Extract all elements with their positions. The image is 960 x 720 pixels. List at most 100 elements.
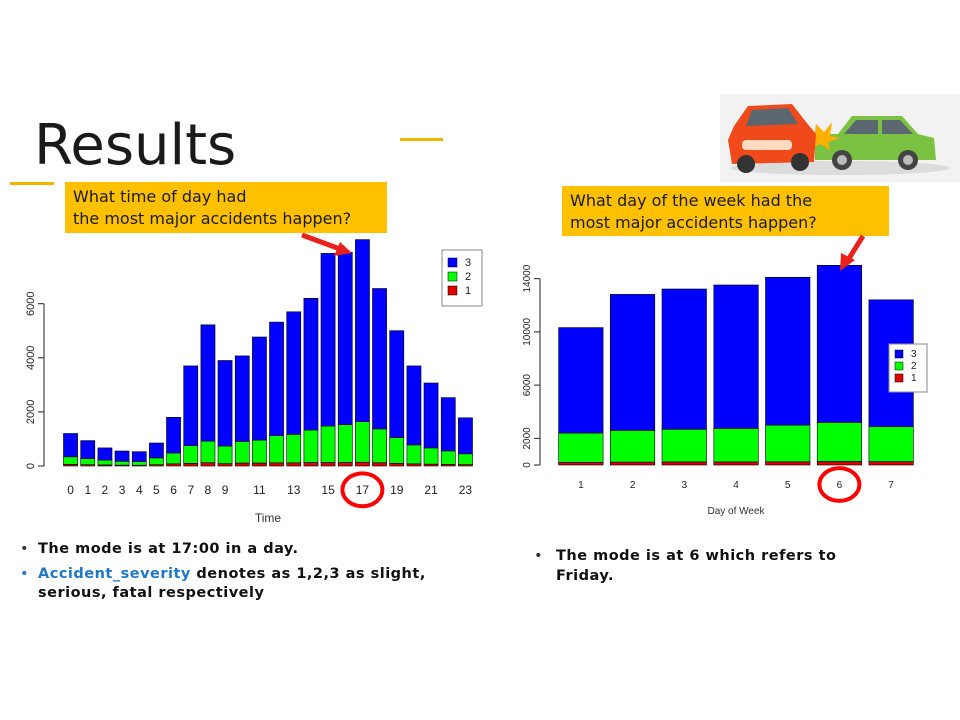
slide-title: Results bbox=[34, 113, 237, 178]
severity-keyword: Accident_severity bbox=[38, 566, 191, 582]
x-tick-label-13: 13 bbox=[287, 483, 301, 497]
legend-label-3: 3 bbox=[465, 257, 471, 269]
bar-segment-15-sev2 bbox=[320, 425, 336, 463]
x-tick-label-4: 4 bbox=[136, 483, 143, 497]
bar-segment-9-sev2 bbox=[217, 445, 233, 464]
bar-segment-2-sev3 bbox=[97, 447, 113, 461]
callout-day-line2: most major accidents happen? bbox=[570, 213, 817, 232]
bar-segment-1-sev3 bbox=[80, 440, 96, 460]
bar-segment-1-sev1 bbox=[558, 461, 604, 466]
legend-label-1: 1 bbox=[911, 373, 917, 384]
bar-segment-1-sev2 bbox=[80, 458, 96, 466]
bar-segment-12-sev1 bbox=[269, 462, 284, 467]
bar-segment-15-sev1 bbox=[320, 462, 336, 467]
legend-swatch-2 bbox=[894, 361, 904, 371]
bar-segment-7-sev3 bbox=[183, 365, 199, 446]
x-axis-label: Time bbox=[255, 511, 282, 525]
bar-segment-8-sev2 bbox=[200, 440, 216, 464]
legend-label-3: 3 bbox=[911, 349, 917, 360]
bar-segment-18-sev3 bbox=[372, 288, 387, 430]
callout-time-line2: the most major accidents happen? bbox=[73, 209, 352, 228]
bar-segment-6-sev2 bbox=[166, 452, 181, 465]
legend-swatch-3 bbox=[894, 349, 904, 359]
y-tick-label-10000: 10000 bbox=[522, 318, 533, 346]
bar-segment-14-sev3 bbox=[303, 297, 319, 431]
bar-segment-13-sev1 bbox=[286, 462, 302, 467]
bar-segment-14-sev2 bbox=[303, 429, 319, 463]
bar-segment-11-sev3 bbox=[252, 336, 267, 441]
arrow-left-callout bbox=[301, 232, 352, 256]
bar-segment-8-sev1 bbox=[200, 462, 216, 467]
bar-segment-3-sev2 bbox=[114, 460, 130, 466]
bar-segment-17-sev3 bbox=[355, 239, 370, 423]
y-tick-label-2000: 2000 bbox=[25, 400, 37, 424]
y-tick-label-4000: 4000 bbox=[25, 346, 37, 370]
bar-segment-7-sev1 bbox=[183, 462, 199, 467]
bar-segment-7-sev1 bbox=[868, 461, 914, 466]
bar-segment-23-sev3 bbox=[458, 417, 473, 455]
bar-segment-5-sev3 bbox=[149, 442, 164, 459]
x-tick-label-3: 3 bbox=[682, 480, 688, 491]
bar-segment-17-sev2 bbox=[355, 421, 370, 463]
bar-segment-19-sev1 bbox=[389, 462, 405, 467]
bar-segment-10-sev3 bbox=[234, 355, 250, 442]
bar-segment-18-sev2 bbox=[372, 428, 387, 463]
bar-segment-9-sev1 bbox=[217, 463, 233, 467]
x-axis-label: Day of Week bbox=[707, 506, 765, 517]
x-tick-label-8: 8 bbox=[205, 483, 212, 497]
bar-segment-12-sev2 bbox=[269, 435, 284, 464]
severity-text-line2: serious, fatal respectively bbox=[38, 585, 265, 601]
bar-segment-3-sev3 bbox=[114, 450, 130, 462]
y-tick-label-6000: 6000 bbox=[25, 291, 37, 315]
callout-time-line1: What time of day had bbox=[73, 187, 247, 206]
legend-label-2: 2 bbox=[465, 271, 471, 283]
legend-box bbox=[888, 343, 928, 393]
legend-swatch-1 bbox=[894, 373, 904, 383]
bar-segment-15-sev3 bbox=[320, 253, 336, 427]
right-bullets: • The mode is at 6 which refers to Frida… bbox=[534, 546, 934, 592]
bar-segment-11-sev1 bbox=[252, 462, 267, 467]
bar-segment-4-sev2 bbox=[131, 461, 147, 466]
arrow-right-callout bbox=[840, 234, 866, 271]
bar-segment-6-sev3 bbox=[166, 416, 181, 454]
right-bullet-mode: • The mode is at 6 which refers to Frida… bbox=[534, 546, 934, 586]
bar-segment-4-sev3 bbox=[713, 284, 759, 429]
x-tick-label-9: 9 bbox=[222, 483, 229, 497]
left-bullet-mode-text: The mode is at 17:00 in a day. bbox=[38, 541, 299, 557]
bar-segment-3-sev2 bbox=[661, 428, 707, 463]
x-tick-label-7: 7 bbox=[888, 480, 894, 491]
bar-segment-10-sev1 bbox=[234, 462, 250, 467]
bar-segment-18-sev1 bbox=[372, 462, 387, 467]
bar-segment-9-sev3 bbox=[217, 360, 233, 447]
bar-segment-22-sev2 bbox=[440, 450, 456, 465]
severity-text-line1: denotes as 1,2,3 as slight, bbox=[190, 566, 426, 582]
bar-segment-20-sev2 bbox=[406, 444, 422, 465]
bar-segment-8-sev3 bbox=[200, 324, 216, 442]
bar-segment-17-sev1 bbox=[355, 461, 370, 467]
legend-swatch-1 bbox=[447, 285, 458, 296]
right-bullet-line2: Friday. bbox=[556, 568, 614, 584]
x-tick-label-5: 5 bbox=[785, 480, 791, 491]
bar-segment-2-sev3 bbox=[609, 294, 656, 431]
left-bullets: • The mode is at 17:00 in a day. • Accid… bbox=[20, 540, 480, 609]
x-tick-label-1: 1 bbox=[578, 480, 584, 491]
bar-segment-3-sev3 bbox=[661, 288, 707, 430]
bar-segment-5-sev2 bbox=[765, 424, 811, 463]
bar-segment-12-sev3 bbox=[269, 321, 284, 437]
x-tick-label-7: 7 bbox=[187, 483, 194, 497]
bar-segment-19-sev2 bbox=[389, 437, 405, 464]
bar-segment-19-sev3 bbox=[389, 330, 405, 438]
hourly-accidents-chart: 0 1 2 3 4 5 6 7 8 9 11 13 15 17 19 21 230200040006000Tim… bbox=[25, 239, 483, 525]
x-tick-label-6: 6 bbox=[837, 480, 843, 491]
bar-segment-5-sev2 bbox=[149, 457, 164, 465]
bar-segment-2-sev1 bbox=[609, 461, 656, 466]
bar-segment-4-sev2 bbox=[713, 428, 759, 463]
bullet-dot: • bbox=[534, 548, 544, 564]
x-tick-label-2: 2 bbox=[102, 483, 109, 497]
bar-segment-13-sev3 bbox=[286, 311, 302, 435]
highlight-circle-6 bbox=[817, 466, 862, 503]
bar-segment-2-sev2 bbox=[97, 459, 113, 466]
callout-time-of-day: What time of day had the most major acci… bbox=[65, 182, 387, 233]
x-tick-label-4: 4 bbox=[733, 480, 739, 491]
